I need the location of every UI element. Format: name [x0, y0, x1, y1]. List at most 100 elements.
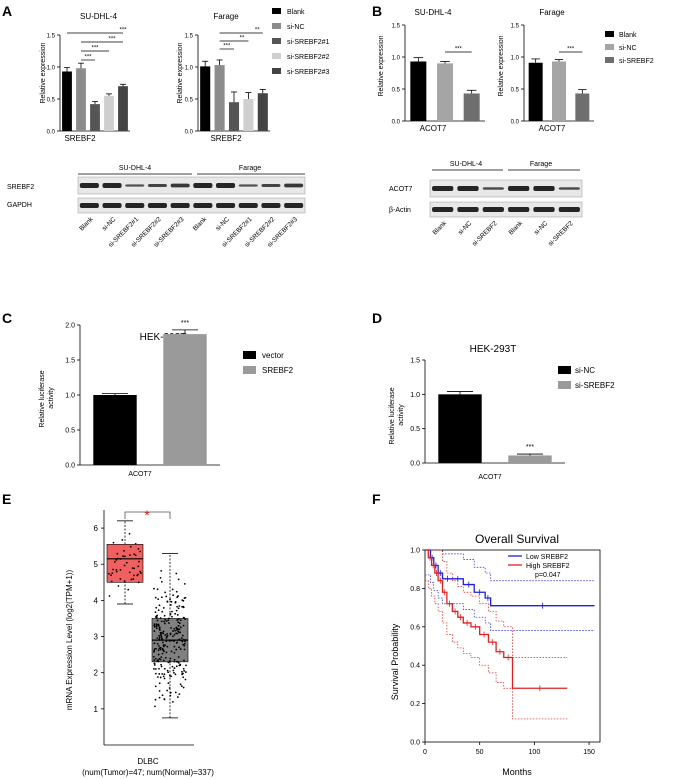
data-point: [139, 550, 142, 553]
y-tick-label: 1.0: [410, 548, 420, 555]
legend-swatch: [243, 351, 256, 359]
panel-letter-b: B: [372, 3, 382, 19]
data-point: [182, 638, 185, 641]
data-point: [134, 542, 137, 545]
data-point: [183, 642, 186, 645]
confidence-band: [425, 549, 595, 582]
data-point: [158, 682, 161, 685]
blot-band: [558, 187, 580, 190]
data-point: [182, 676, 185, 679]
data-point: [158, 644, 160, 647]
bar: [575, 93, 590, 121]
data-point: [108, 595, 111, 597]
legend-label: Blank: [287, 9, 305, 16]
blot-band: [558, 207, 580, 212]
data-point: [180, 637, 183, 639]
data-point: [175, 626, 178, 629]
data-point: [119, 558, 122, 560]
data-point: [123, 580, 126, 583]
data-point: [114, 560, 116, 563]
data-point: [168, 687, 171, 689]
confidence-band: [425, 574, 595, 631]
blot-band: [102, 203, 122, 208]
blot-band: [79, 183, 99, 188]
y-tick-label: 0.0: [185, 130, 194, 136]
y-tick-label: 0.2: [410, 701, 420, 708]
bar: [528, 62, 543, 121]
chart-ylabel: Relative luciferase activity: [39, 368, 55, 427]
bar: [438, 394, 482, 463]
chart-xlabel: SREBF2: [210, 134, 242, 143]
data-point: [170, 600, 173, 603]
blot-band: [193, 203, 213, 208]
blot-strip: [77, 176, 306, 195]
data-point: [157, 609, 160, 612]
blot-band: [284, 183, 304, 188]
data-point: [154, 657, 157, 660]
data-point: [179, 683, 182, 686]
significance-label: ***: [91, 46, 99, 52]
data-point: [165, 595, 168, 598]
data-point: [107, 572, 110, 575]
data-point: [125, 561, 128, 564]
data-point: [158, 634, 160, 637]
data-point: [175, 665, 178, 668]
blot-lane-label: Blank: [432, 219, 449, 236]
chart-ylabel: Relative expression: [378, 35, 385, 96]
data-point: [182, 624, 185, 627]
western-blot-a: SU-DHL-4 Farage SREBF2 GAPDH Blank si-NC s…: [7, 165, 306, 249]
data-point: [123, 564, 126, 567]
blot-row-label: β-Actin: [389, 207, 411, 214]
chart-xlabel: Months: [502, 767, 532, 777]
data-point: [179, 648, 182, 650]
blot-band: [147, 184, 167, 187]
bar: [463, 93, 480, 121]
y-tick-label: 0.8: [410, 586, 420, 593]
data-point: [119, 578, 122, 580]
chart-b-sudhl4: SU-DHL-4 ACOT7 Relative expression 0.0 0.…: [378, 8, 485, 133]
data-point: [173, 658, 176, 661]
bar: [76, 68, 86, 131]
data-point: [123, 549, 125, 552]
data-point: [175, 609, 178, 612]
data-point: [159, 647, 161, 650]
data-point: [163, 614, 166, 617]
data-point: [158, 696, 161, 699]
blot-band: [482, 187, 504, 190]
data-point: [132, 574, 135, 577]
blot-band: [432, 186, 454, 191]
data-point: [134, 554, 137, 557]
data-point: [158, 667, 160, 670]
data-point: [163, 620, 166, 623]
significance-label: ***: [567, 47, 575, 53]
legend-label: SREBF2: [262, 366, 294, 375]
significance-label: ***: [455, 47, 463, 53]
data-point: [156, 619, 159, 622]
data-point: [156, 637, 159, 639]
legend-label: si-SREBF2#2: [287, 54, 330, 61]
data-point: [160, 663, 162, 666]
data-point: [137, 548, 140, 550]
data-point: [152, 655, 155, 658]
bar: [104, 95, 114, 131]
blot-band: [508, 207, 530, 212]
data-point: [172, 639, 175, 642]
data-point: [163, 622, 166, 625]
panel-letter-c: C: [2, 310, 12, 326]
chart-f-km: Overall Survival Months Survival Probabi…: [390, 532, 601, 777]
blot-lane-label: Blank: [192, 215, 209, 232]
data-point: [172, 700, 174, 703]
blot-band: [170, 203, 190, 208]
significance-label: **: [255, 28, 260, 34]
bar: [163, 334, 207, 465]
y-tick-label: 1.0: [47, 66, 56, 72]
data-point: [168, 674, 171, 677]
data-point: [112, 541, 115, 544]
y-tick-label: 1.5: [47, 34, 56, 40]
data-point: [167, 661, 170, 664]
data-point: [176, 696, 179, 698]
blot-band: [216, 203, 236, 208]
chart-title: Overall Survival: [475, 532, 559, 546]
data-point: [184, 618, 187, 621]
y-tick-label: 6: [94, 524, 99, 533]
